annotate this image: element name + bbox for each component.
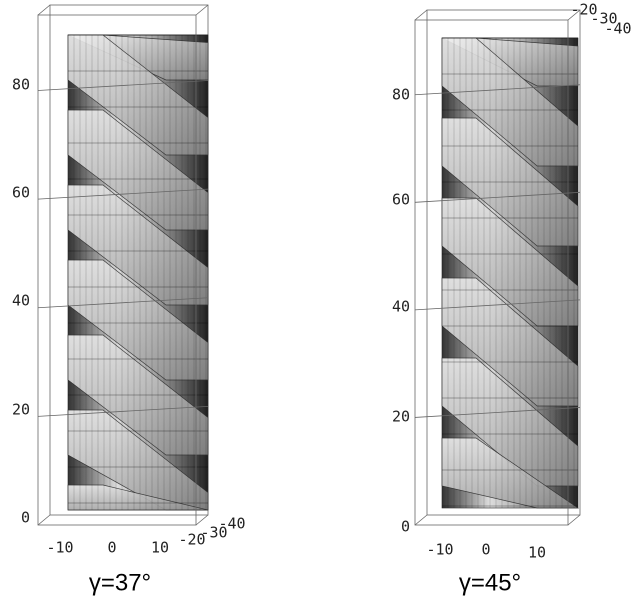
x-tick-label: 10 — [528, 544, 546, 562]
caption: γ=37° — [89, 569, 151, 596]
x-tick-label: 0 — [481, 541, 490, 559]
y-tick-label: -40 — [604, 20, 631, 38]
surface — [415, 10, 580, 525]
x-tick-label: 10 — [151, 539, 169, 557]
x-tick-label: 0 — [107, 539, 116, 557]
z-tick-label: 40 — [392, 298, 410, 316]
z-tick-label: 60 — [12, 184, 30, 202]
panel-right: 0 20 40 60 80 -10 0 10 -20 -30 -40 γ=45° — [392, 1, 632, 597]
y-tick-label: -40 — [218, 515, 245, 533]
z-tick-label: 20 — [12, 401, 30, 419]
box-edge — [568, 515, 580, 525]
x-tick-label: -10 — [426, 541, 453, 559]
z-tick-label: 40 — [12, 292, 30, 310]
z-tick-label: 20 — [392, 408, 410, 426]
x-tick-label: -10 — [46, 539, 73, 557]
box-edge — [196, 5, 208, 15]
box-edge — [415, 10, 427, 20]
panel-left: 0 20 40 60 80 -10 0 10 -20 -30 -40 γ=37° — [12, 5, 246, 596]
caption: γ=45° — [459, 569, 521, 596]
box-edge — [38, 515, 50, 525]
z-tick-label: 80 — [392, 86, 410, 104]
z-tick-label: 60 — [392, 191, 410, 209]
z-tick-label: 0 — [21, 509, 30, 527]
z-tick-label: 80 — [12, 76, 30, 94]
figure: 0 20 40 60 80 -10 0 10 -20 -30 -40 γ=37°… — [0, 0, 634, 600]
z-tick-label: 0 — [401, 518, 410, 536]
box-edge — [415, 515, 427, 525]
surface — [38, 5, 208, 525]
box-edge — [38, 5, 50, 15]
